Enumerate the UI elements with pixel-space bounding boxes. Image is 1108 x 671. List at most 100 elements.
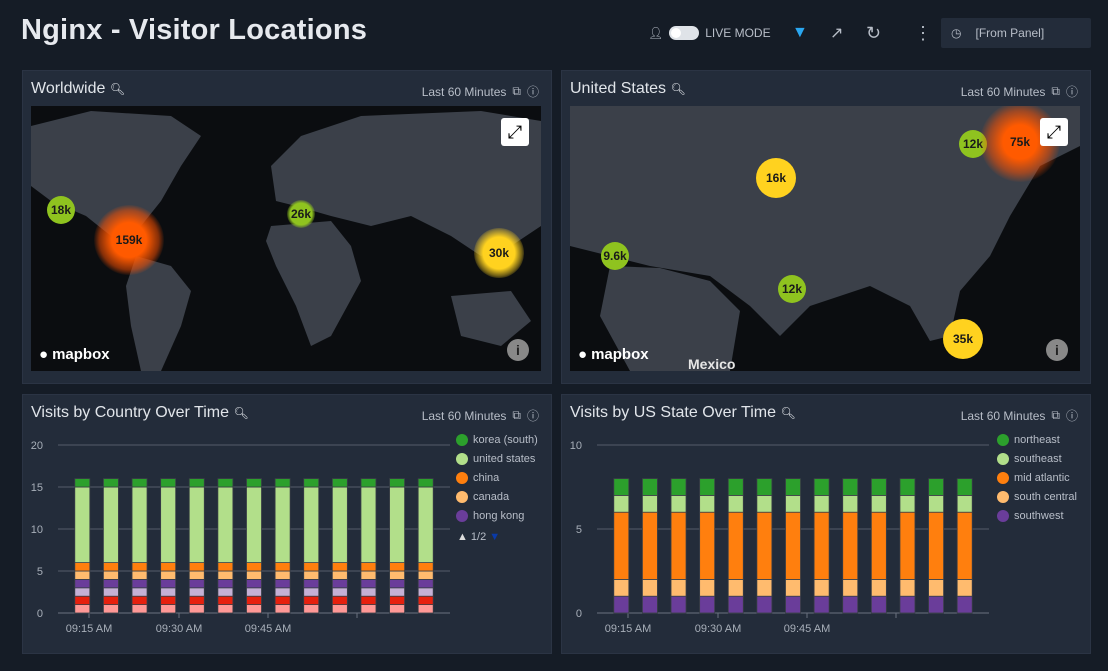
- bar-segment: [274, 570, 291, 580]
- map-cluster-marker[interactable]: 16k: [756, 158, 796, 198]
- bar-segment: [217, 570, 234, 580]
- x-tick-label: 09:15 AM: [605, 623, 651, 635]
- bar-segment: [813, 478, 830, 496]
- x-tick-label: 09:30 AM: [156, 623, 202, 635]
- zoom-icon[interactable]: 🔍︎: [780, 406, 796, 420]
- copy-icon[interactable]: ⧉: [512, 84, 521, 98]
- zoom-icon[interactable]: 🔍︎: [109, 82, 126, 96]
- time-range-picker[interactable]: ◷ [From Panel]: [941, 18, 1091, 48]
- bar-segment: [870, 578, 887, 597]
- bar-segment: [188, 595, 205, 605]
- panel-state-chart: Visits by US State Over Time 🔍︎ Last 60 …: [561, 394, 1091, 654]
- legend-item[interactable]: united states: [456, 449, 538, 468]
- copy-icon[interactable]: ⧉: [512, 408, 521, 422]
- bar-segment: [928, 478, 944, 496]
- map-cluster-marker[interactable]: 12k: [778, 275, 806, 303]
- bar-segment: [842, 578, 859, 597]
- bar-segment: [956, 578, 973, 597]
- panel-worldwide: Worldwide 🔍︎ Last 60 Minutes ⧉ ⓘ 18k 159k …: [22, 70, 552, 384]
- map-cluster-marker[interactable]: 35k: [943, 319, 983, 359]
- legend-label: northeast: [1014, 433, 1060, 446]
- bar-segment: [870, 495, 887, 513]
- bar-segment: [303, 578, 320, 589]
- bar-segment: [360, 562, 377, 572]
- bar-segment: [813, 595, 830, 614]
- bar-segment: [813, 495, 830, 513]
- map-cluster-marker[interactable]: 30k: [474, 228, 524, 278]
- bar-segment: [103, 578, 119, 589]
- bar-segment: [303, 604, 320, 614]
- zoom-icon[interactable]: 🔍︎: [670, 82, 686, 96]
- legend-item[interactable]: china: [456, 468, 538, 487]
- live-mode-toggle[interactable]: [669, 26, 700, 40]
- legend-item[interactable]: southeast: [997, 449, 1077, 468]
- x-tick-label: 09:45 AM: [245, 623, 291, 635]
- bar-segment: [274, 486, 291, 563]
- legend-prev-icon[interactable]: ▲: [457, 531, 468, 543]
- bar-segment: [417, 562, 434, 572]
- legend-item[interactable]: canada: [456, 487, 538, 506]
- panel-title: United States 🔍︎: [570, 80, 686, 97]
- info-icon[interactable]: ⓘ: [526, 409, 539, 423]
- map-cluster-marker[interactable]: 18k: [47, 196, 75, 224]
- bar-segment: [103, 587, 119, 597]
- map-cluster-marker[interactable]: 9.6k: [601, 242, 629, 270]
- map-info-icon[interactable]: i: [1046, 339, 1068, 361]
- bar-segment: [274, 478, 291, 488]
- info-icon[interactable]: ⓘ: [1065, 85, 1078, 99]
- bar-segment: [188, 570, 205, 580]
- filter-icon[interactable]: ▼: [792, 24, 808, 41]
- map-info-icon[interactable]: i: [507, 339, 529, 361]
- legend-swatch: [997, 509, 1009, 522]
- copy-icon[interactable]: ⧉: [1051, 84, 1060, 98]
- legend-item[interactable]: korea (south): [456, 430, 538, 449]
- bar-segment: [188, 604, 205, 614]
- bar-segment: [389, 478, 405, 488]
- zoom-icon[interactable]: 🔍︎: [233, 406, 249, 420]
- legend-label: united states: [473, 452, 536, 465]
- y-tick-label: 15: [31, 482, 43, 494]
- bar-segment: [899, 511, 916, 580]
- copy-icon[interactable]: ⧉: [1051, 408, 1060, 422]
- legend-next-icon[interactable]: ▼: [489, 531, 501, 543]
- bar-segment: [417, 578, 434, 589]
- refresh-icon[interactable]: ↻: [866, 22, 882, 43]
- legend-item[interactable]: hong kong: [456, 506, 538, 525]
- fullscreen-icon[interactable]: ⤢: [501, 118, 529, 146]
- panel-united-states: United States 🔍︎ Last 60 Minutes ⧉ ⓘ 12k 7…: [561, 70, 1091, 384]
- legend-item[interactable]: southwest: [997, 506, 1077, 525]
- bar-segment: [103, 604, 119, 614]
- world-map[interactable]: 18k 159k 26k 30k ⤢ ● mapbox i: [31, 106, 541, 371]
- country-chart: 0 5 10 15 20 09:15 AM 09:30 AM 09:45 AM: [31, 440, 450, 635]
- bar-segment: [360, 486, 377, 563]
- legend-item[interactable]: mid atlantic: [997, 468, 1077, 487]
- info-icon[interactable]: ⓘ: [1065, 409, 1078, 423]
- info-icon[interactable]: ⓘ: [526, 85, 539, 99]
- share-icon[interactable]: ↗: [830, 25, 844, 42]
- more-icon[interactable]: ⋮: [914, 22, 932, 43]
- bar-segment: [389, 562, 405, 572]
- legend-swatch: [456, 452, 468, 465]
- panel-title: Worldwide 🔍︎: [31, 80, 126, 97]
- bar-segment: [785, 478, 801, 496]
- mapbox-logo: ● mapbox: [39, 346, 110, 363]
- bar-segment: [360, 478, 377, 488]
- x-tick-label: 09:15 AM: [66, 623, 112, 635]
- bar-segment: [389, 570, 405, 580]
- bar-segment: [217, 478, 234, 488]
- map-cluster-marker[interactable]: 159k: [94, 205, 164, 275]
- bar-segment: [246, 595, 262, 605]
- bar-segment: [303, 587, 320, 597]
- legend-item[interactable]: northeast: [997, 430, 1077, 449]
- bar-segment: [74, 595, 91, 605]
- bar-segment: [188, 478, 205, 488]
- fullscreen-icon[interactable]: ⤢: [1040, 118, 1068, 146]
- legend-item[interactable]: south central: [997, 487, 1077, 506]
- legend-swatch: [997, 490, 1009, 503]
- bar-segment: [74, 486, 91, 563]
- bar-segment: [360, 604, 377, 614]
- bar-segment: [785, 495, 801, 513]
- map-cluster-marker[interactable]: 26k: [287, 200, 315, 228]
- us-map[interactable]: 12k 75k 16k 9.6k 12k 35k Mexico ⤢ ● mapbo…: [570, 106, 1080, 371]
- bar-segment: [899, 495, 916, 513]
